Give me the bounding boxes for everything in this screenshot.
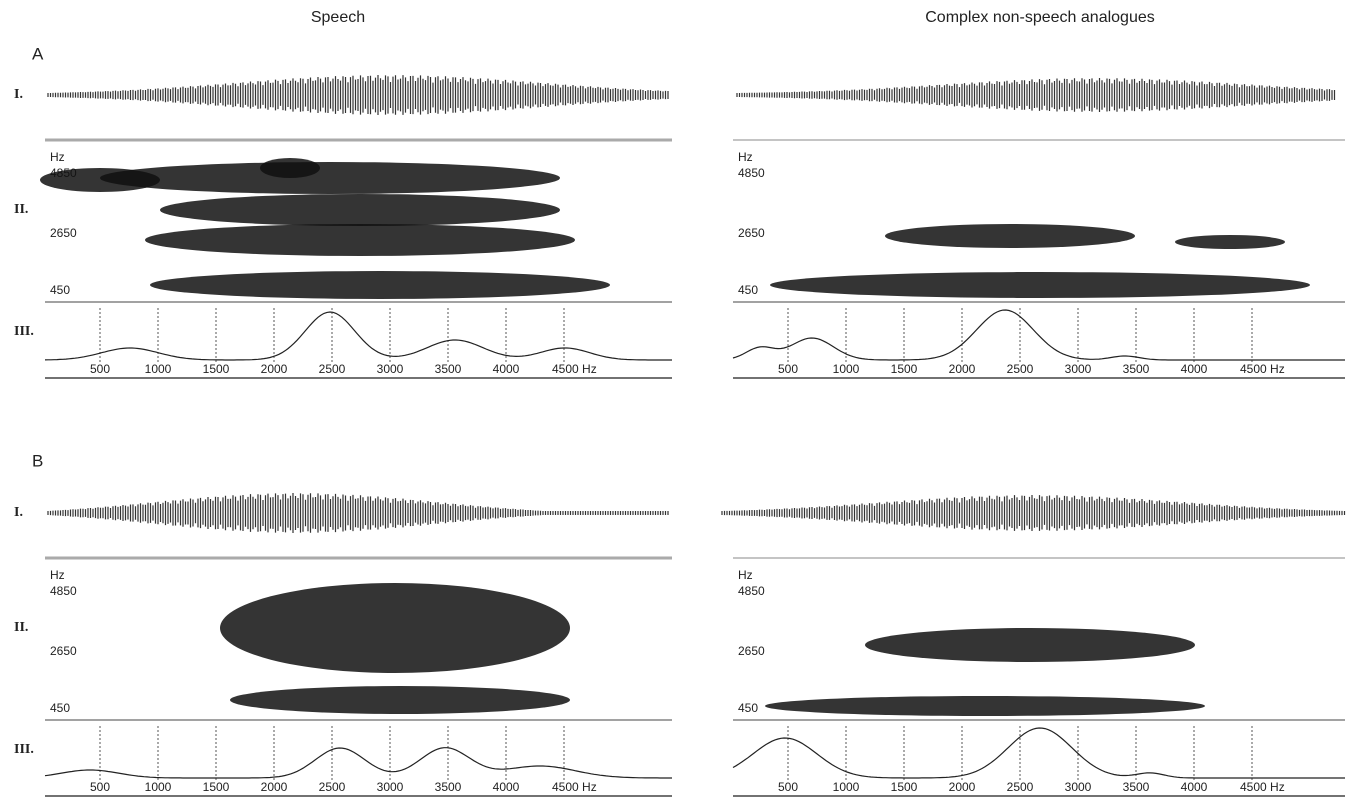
spectrogram-band bbox=[160, 194, 560, 226]
tick-label: 1500 bbox=[891, 780, 918, 794]
tick-label: 4500 Hz bbox=[552, 362, 597, 376]
tick-label: 2500 bbox=[319, 780, 346, 794]
row-label: III. bbox=[14, 324, 34, 339]
tick-label: 1000 bbox=[145, 362, 172, 376]
tick-label: 500 bbox=[778, 362, 798, 376]
tick-label: 2500 bbox=[1007, 780, 1034, 794]
tick-label: 3000 bbox=[1065, 362, 1092, 376]
tick-label: 2000 bbox=[261, 780, 288, 794]
tick-label: 4000 bbox=[493, 780, 520, 794]
tick-label: 2000 bbox=[261, 362, 288, 376]
spectrum-curve bbox=[45, 748, 672, 778]
tick-label: 4500 Hz bbox=[552, 780, 597, 794]
tick-label: 3500 bbox=[1123, 362, 1150, 376]
row-label: III. bbox=[14, 742, 34, 757]
spectrum-curve bbox=[733, 728, 1345, 778]
spectrogram-band bbox=[145, 224, 575, 256]
spectrogram-band bbox=[770, 272, 1310, 298]
spectrogram-label: Hz bbox=[50, 568, 65, 582]
tick-label: 3000 bbox=[377, 780, 404, 794]
row-label: II. bbox=[14, 202, 28, 217]
spectrogram-label: 2650 bbox=[738, 226, 765, 240]
spectrogram-label: 450 bbox=[50, 283, 70, 297]
column-title: Speech bbox=[311, 9, 365, 26]
tick-label: 1500 bbox=[203, 362, 230, 376]
spectrogram-band bbox=[260, 158, 320, 178]
tick-label: 3500 bbox=[435, 780, 462, 794]
spectrum-curve bbox=[45, 312, 672, 360]
spectrogram-band bbox=[885, 224, 1135, 248]
row-label: II. bbox=[14, 620, 28, 635]
tick-label: 500 bbox=[778, 780, 798, 794]
waveform bbox=[722, 495, 1345, 531]
tick-label: 500 bbox=[90, 780, 110, 794]
tick-label: 4500 Hz bbox=[1240, 780, 1285, 794]
spectrogram-label: 450 bbox=[738, 701, 758, 715]
tick-label: 1500 bbox=[203, 780, 230, 794]
spectrogram-band bbox=[865, 628, 1195, 662]
section-label: A bbox=[32, 44, 44, 63]
spectrogram-band bbox=[765, 696, 1205, 716]
spectrogram-label: Hz bbox=[50, 150, 65, 164]
spectrogram-label: 450 bbox=[738, 283, 758, 297]
tick-label: 1000 bbox=[833, 362, 860, 376]
spectrogram-band bbox=[1175, 235, 1285, 249]
spectrogram-band bbox=[100, 162, 560, 194]
waveform bbox=[48, 75, 668, 115]
tick-label: 4000 bbox=[1181, 362, 1208, 376]
spectrogram-label: 2650 bbox=[50, 644, 77, 658]
tick-label: 4000 bbox=[1181, 780, 1208, 794]
tick-label: 3000 bbox=[377, 362, 404, 376]
tick-label: 2000 bbox=[949, 362, 976, 376]
tick-label: 1000 bbox=[145, 780, 172, 794]
spectrogram-label: 450 bbox=[50, 701, 70, 715]
tick-label: 4000 bbox=[493, 362, 520, 376]
column-title: Complex non-speech analogues bbox=[925, 9, 1154, 26]
section-label: B bbox=[32, 451, 43, 470]
tick-label: 3000 bbox=[1065, 780, 1092, 794]
spectrogram-band bbox=[230, 686, 570, 714]
tick-label: 2500 bbox=[1007, 362, 1034, 376]
row-label: I. bbox=[14, 505, 23, 520]
tick-label: 3500 bbox=[1123, 780, 1150, 794]
tick-label: 1500 bbox=[891, 362, 918, 376]
spectrogram-label: 2650 bbox=[738, 644, 765, 658]
spectrogram-band bbox=[220, 583, 570, 673]
waveform bbox=[737, 78, 1335, 112]
spectrogram-label: Hz bbox=[738, 150, 753, 164]
spectrogram-label: 4850 bbox=[738, 584, 765, 598]
tick-label: 3500 bbox=[435, 362, 462, 376]
spectrogram-band bbox=[150, 271, 610, 299]
spectrogram-label: 2650 bbox=[50, 226, 77, 240]
tick-label: 1000 bbox=[833, 780, 860, 794]
row-label: I. bbox=[14, 87, 23, 102]
spectrogram-label: 4850 bbox=[50, 584, 77, 598]
figure: Speech Complex non-speech analogues A I. II.… bbox=[0, 0, 1354, 798]
spectrogram-label: Hz bbox=[738, 568, 753, 582]
tick-label: 500 bbox=[90, 362, 110, 376]
tick-label: 2000 bbox=[949, 780, 976, 794]
tick-label: 2500 bbox=[319, 362, 346, 376]
tick-label: 4500 Hz bbox=[1240, 362, 1285, 376]
spectrogram-label: 4850 bbox=[738, 166, 765, 180]
spectrum-curve bbox=[733, 310, 1345, 360]
waveform bbox=[48, 493, 668, 533]
